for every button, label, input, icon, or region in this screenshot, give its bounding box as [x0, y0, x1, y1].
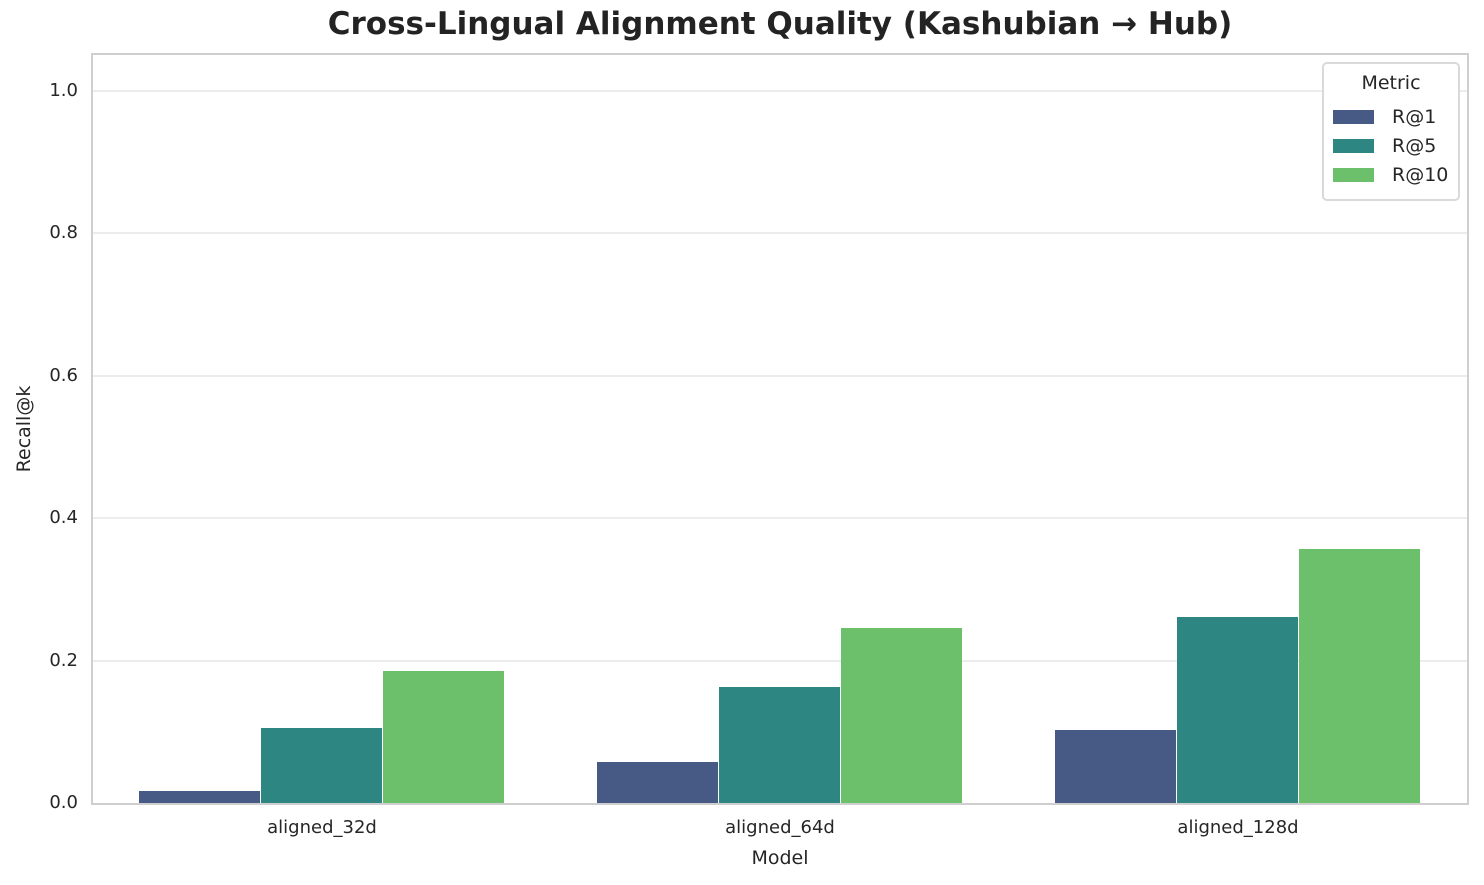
y-tick-label: 0.0 — [49, 792, 78, 813]
y-axis-label: Recall@k — [13, 385, 35, 473]
y-tick-label: 0.8 — [49, 222, 78, 244]
bar-R@5-aligned_64d — [718, 686, 841, 803]
legend-item-label: R@1 — [1392, 105, 1437, 128]
y-tick-label: 0.6 — [49, 364, 78, 386]
legend-item-label: R@5 — [1392, 134, 1437, 157]
gridline — [93, 374, 1467, 377]
gridline — [93, 659, 1467, 662]
x-axis-label: Model — [751, 847, 809, 869]
x-tick-label: aligned_32d — [267, 817, 377, 838]
bar-R@1-aligned_32d — [138, 790, 260, 803]
legend-title: Metric — [1361, 72, 1421, 94]
legend-item-R@10: R@10 — [1324, 160, 1458, 189]
legend-item-label: R@10 — [1392, 163, 1449, 186]
legend-swatch-icon — [1333, 167, 1374, 182]
gridline — [93, 89, 1467, 92]
gridline — [93, 517, 1467, 520]
bar-R@1-aligned_64d — [596, 762, 718, 803]
x-tick-label: aligned_64d — [725, 817, 835, 838]
legend-rows: R@1 R@5 R@10 — [1324, 102, 1458, 189]
bar-R@10-aligned_32d — [383, 670, 505, 803]
bar-R@1-aligned_128d — [1054, 730, 1176, 803]
gridline — [93, 232, 1467, 235]
legend: Metric R@1 R@5 R@10 — [1322, 62, 1460, 201]
chart-title: Cross-Lingual Alignment Quality (Kashubi… — [327, 6, 1233, 42]
bar-R@5-aligned_32d — [260, 727, 383, 803]
x-tick-label: aligned_128d — [1177, 817, 1299, 838]
bar-R@10-aligned_128d — [1299, 549, 1421, 803]
bar-R@10-aligned_64d — [841, 628, 963, 803]
legend-swatch-icon — [1333, 138, 1374, 153]
legend-item-R@5: R@5 — [1324, 131, 1458, 160]
y-tick-label: 0.4 — [49, 507, 78, 529]
y-tick-label: 1.0 — [49, 79, 78, 101]
y-tick-label: 0.2 — [49, 649, 78, 671]
legend-item-R@1: R@1 — [1324, 102, 1458, 131]
plot-area — [91, 53, 1469, 805]
legend-swatch-icon — [1333, 109, 1374, 124]
bar-R@5-aligned_128d — [1176, 617, 1299, 803]
